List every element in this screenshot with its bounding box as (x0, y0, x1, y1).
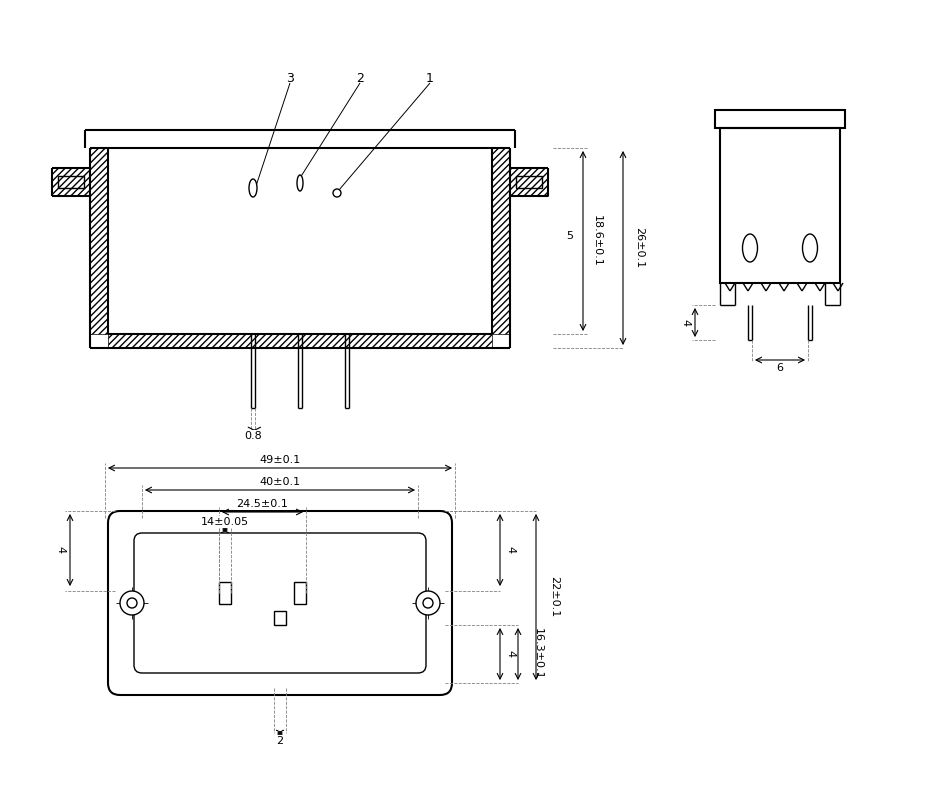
Text: 49±0.1: 49±0.1 (259, 455, 301, 465)
Text: 40±0.1: 40±0.1 (259, 477, 301, 487)
Circle shape (416, 591, 440, 615)
Text: 22±0.1: 22±0.1 (549, 576, 559, 618)
Text: 4: 4 (55, 547, 65, 554)
Text: 5: 5 (567, 231, 573, 241)
FancyBboxPatch shape (134, 533, 426, 673)
Text: 26±0.1: 26±0.1 (634, 227, 644, 269)
Text: 4: 4 (680, 319, 690, 326)
Ellipse shape (742, 234, 757, 262)
Circle shape (423, 598, 433, 608)
Bar (108, 334, 492, 348)
Text: 0.8: 0.8 (244, 431, 262, 441)
Bar (219, 582, 231, 604)
Ellipse shape (249, 179, 257, 197)
Text: 4: 4 (505, 547, 515, 554)
FancyBboxPatch shape (108, 511, 452, 695)
Text: 3: 3 (286, 72, 294, 85)
Text: 2: 2 (356, 72, 364, 85)
Circle shape (120, 591, 144, 615)
Bar (294, 582, 306, 604)
Text: 2: 2 (276, 736, 284, 746)
Bar (516, 176, 542, 188)
Text: 16.3±0.1: 16.3±0.1 (533, 628, 543, 680)
Bar (58, 176, 84, 188)
Circle shape (333, 189, 341, 197)
Text: 1: 1 (426, 72, 434, 85)
Circle shape (127, 598, 137, 608)
Ellipse shape (297, 175, 303, 191)
Text: 18.6±0.1: 18.6±0.1 (592, 215, 602, 267)
Text: 14±0.05: 14±0.05 (201, 517, 249, 527)
Bar (492, 148, 510, 334)
Text: 6: 6 (776, 363, 784, 373)
Text: 24.5±0.1: 24.5±0.1 (237, 499, 289, 509)
Bar (90, 148, 108, 334)
Text: 4: 4 (505, 650, 515, 658)
Bar (510, 168, 548, 196)
Bar (720, 128, 840, 283)
Ellipse shape (802, 234, 818, 262)
Bar (274, 611, 286, 625)
Bar (715, 110, 845, 128)
Bar (52, 168, 90, 196)
